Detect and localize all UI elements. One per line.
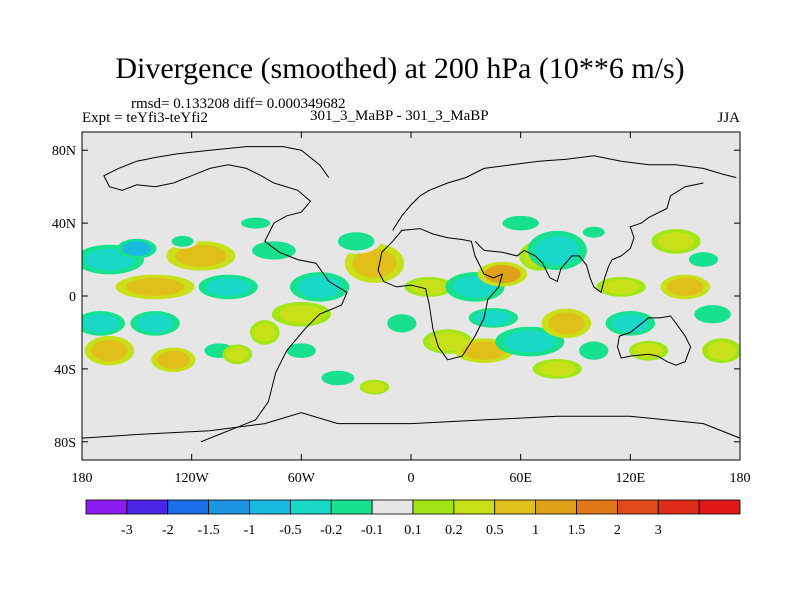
y-tick-label: 80N [52, 144, 76, 159]
y-tick-label: 40S [54, 363, 76, 378]
colorbar-swatch [412, 499, 455, 515]
colorbar-label: 1 [532, 523, 539, 538]
colorbar-swatch [371, 499, 414, 515]
contour-blob [582, 226, 605, 238]
contour-blob [226, 347, 249, 362]
contour-blob [352, 248, 397, 278]
colorbar-label: 0.2 [445, 523, 463, 538]
contour-blob [251, 241, 296, 260]
colorbar-swatch [126, 499, 169, 515]
case-label: 301_3_MaBP - 301_3_MaBP [310, 108, 489, 124]
colorbar-label: -0.5 [279, 523, 301, 538]
colorbar-label: -2 [162, 523, 174, 538]
contour-blob [178, 181, 205, 193]
contour-blob [286, 343, 316, 358]
contour-blob [156, 350, 190, 369]
contour-blob [122, 241, 152, 256]
x-tick-label: 60W [288, 471, 316, 486]
colorbar-swatch [616, 499, 659, 515]
contour-blob [337, 232, 375, 251]
colorbar-label: 0.1 [404, 523, 422, 538]
colorbar-swatch [453, 499, 496, 515]
coastline [392, 155, 737, 231]
contour-blob [666, 277, 704, 296]
contour-blob [321, 370, 355, 386]
colorbar-label: 2 [614, 523, 621, 538]
x-tick-label: 180 [72, 471, 93, 486]
x-tick-label: 120E [616, 471, 646, 486]
season-label: JJA [717, 110, 740, 126]
contour-blob [253, 323, 276, 342]
contour-blob [538, 361, 576, 377]
contour-blob [206, 277, 251, 296]
contour-blob [548, 312, 585, 335]
contour-blob [82, 314, 119, 333]
y-tick-label: 40N [52, 217, 76, 232]
contour-blob [175, 244, 227, 267]
colorbar-label: 0.5 [486, 523, 504, 538]
colorbar-swatch [576, 499, 618, 515]
contour-blob [297, 275, 342, 298]
contour-blob [171, 235, 194, 247]
contour-blob [612, 314, 649, 333]
colorbar-swatch [535, 499, 577, 515]
coastline [377, 228, 504, 361]
colorbar-label: -0.1 [361, 523, 383, 538]
colorbar-label: -3 [121, 523, 133, 538]
experiment-label: Expt = teYfi3-teYfi2 [82, 110, 208, 126]
colorbar-label: -0.2 [320, 523, 342, 538]
colorbar-swatch [208, 499, 250, 515]
contour-blob [707, 341, 737, 360]
contour-blob [535, 235, 580, 266]
colorbar-label: 3 [655, 523, 662, 538]
rmsd-diff-text: rmsd= 0.133208 diff= 0.000349682 [131, 96, 346, 112]
axes: 180 120W 60W 0 60E 120E 180 80N 40N 0 40S 80S [52, 132, 751, 486]
colorbar-swatch [249, 499, 291, 515]
coastline [616, 315, 692, 366]
coastline [474, 182, 704, 294]
colorbar-swatch [289, 499, 332, 515]
contour-blob [657, 232, 695, 251]
colorbar-swatch [698, 499, 741, 515]
contour-blob [602, 279, 640, 295]
contour-blob [91, 339, 128, 362]
coastline-layer [82, 146, 740, 443]
y-tick-label: 0 [69, 290, 76, 305]
x-tick-label: 60E [509, 471, 532, 486]
contour-blob [387, 314, 417, 333]
contour-blob [136, 314, 174, 333]
contour-blob [694, 305, 731, 324]
x-tick-label: 120W [175, 471, 210, 486]
contour-blob [241, 217, 271, 229]
contour-blob [279, 305, 324, 324]
contour-blob [579, 341, 609, 360]
contour-blob [474, 310, 512, 326]
contour-blob [363, 381, 386, 393]
contour-blob [504, 330, 556, 353]
contour-blob [633, 343, 664, 358]
colorbar-swatch [330, 499, 373, 515]
colorbar-label: -1 [244, 523, 256, 538]
contour-fill-layer [82, 179, 740, 395]
contour-blob [462, 341, 507, 360]
colorbar-swatch [494, 499, 537, 515]
chart-title: Divergence (smoothed) at 200 hPa (10**6 … [115, 52, 685, 85]
colorbar-swatch [657, 499, 700, 515]
coastline [82, 412, 740, 439]
contour-blob [125, 277, 185, 296]
contour-blob [411, 279, 448, 295]
y-tick-label: 80S [54, 436, 76, 451]
colorbar-swatch [167, 499, 210, 515]
x-tick-label: 0 [408, 471, 415, 486]
contour-blob [502, 215, 539, 231]
colorbar-label: -1.5 [198, 523, 220, 538]
x-tick-label: 180 [730, 471, 751, 486]
colorbar: -3 -2 -1.5 -1 -0.5 -0.2 -0.1 0.1 0.2 0.5 1 1.5 2 3 [85, 499, 741, 538]
colorbar-label: 1.5 [568, 523, 586, 538]
coastline [103, 146, 348, 443]
contour-blob [688, 252, 719, 267]
colorbar-swatch [85, 499, 128, 515]
